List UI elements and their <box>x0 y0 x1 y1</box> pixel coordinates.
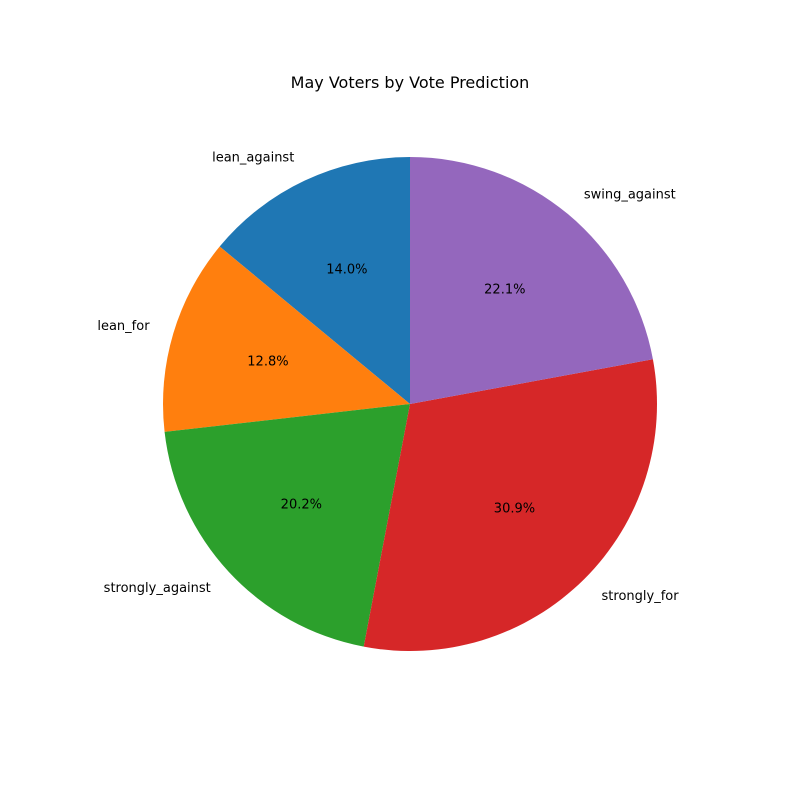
slice-label-lean-for: lean_for <box>97 319 150 334</box>
slice-label-strongly-for: strongly_for <box>602 589 680 604</box>
pct-label-strongly-against: 20.2% <box>281 497 322 512</box>
slice-swing-against <box>410 157 653 404</box>
pie-slices <box>163 157 657 651</box>
pct-label-strongly-for: 30.9% <box>494 502 535 517</box>
chart-title: May Voters by Vote Prediction <box>291 73 530 92</box>
slice-label-swing-against: swing_against <box>584 188 676 203</box>
pie-labels: lean_against 14.0% lean_for 12.8% strongly_a… <box>97 151 679 605</box>
pct-label-lean-against: 14.0% <box>326 262 367 277</box>
slice-lean-against <box>219 157 410 404</box>
pct-label-lean-for: 12.8% <box>247 354 288 369</box>
slice-strongly-for <box>363 359 657 651</box>
slice-lean-for <box>163 246 410 432</box>
slice-label-strongly-against: strongly_against <box>104 581 211 596</box>
pct-label-swing-against: 22.1% <box>484 283 525 298</box>
slice-label-lean-against: lean_against <box>212 151 294 166</box>
slice-strongly-against <box>164 404 410 647</box>
